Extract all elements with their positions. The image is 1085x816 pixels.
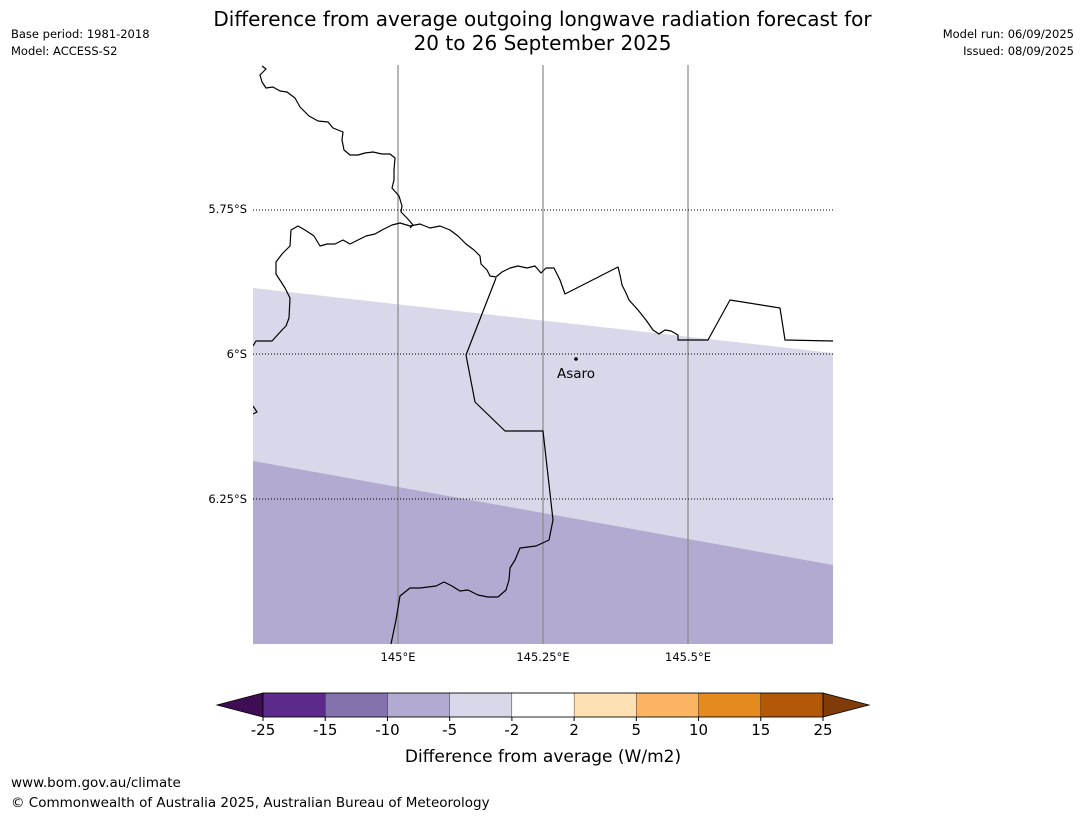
boundary-central bbox=[253, 222, 833, 347]
colorbar-segment bbox=[698, 692, 761, 718]
lon-label: 145.5°E bbox=[665, 650, 711, 664]
title-line-2: 20 to 26 September 2025 bbox=[413, 31, 672, 55]
base-period-text: Base period: 1981-2018 bbox=[11, 27, 150, 41]
place-marker bbox=[574, 357, 578, 361]
model-run-text: Model run: 06/09/2025 bbox=[942, 27, 1074, 41]
colorbar-tick-label: 2 bbox=[569, 721, 579, 739]
colorbar-frame bbox=[262, 692, 824, 718]
map-title: Difference from average outgoing longwav… bbox=[0, 7, 1085, 55]
footer-copyright: © Commonwealth of Australia 2025, Austra… bbox=[11, 795, 490, 811]
lon-label: 145°E bbox=[381, 650, 416, 664]
footer-url: www.bom.gov.au/climate bbox=[11, 775, 181, 791]
colorbar-tick-label: -15 bbox=[313, 721, 338, 739]
colorbar-tick-label: 15 bbox=[751, 721, 770, 739]
colorbar-label: Difference from average (W/m2) bbox=[405, 747, 681, 767]
colorbar-segment bbox=[262, 692, 326, 718]
lat-label: 6.25°S bbox=[208, 492, 247, 506]
colorbar: -25 -15 -10 -5 -2 2 5 10 15 25 bbox=[215, 692, 871, 739]
colorbar-tick-label: 10 bbox=[689, 721, 708, 739]
map-area: Asaro bbox=[253, 65, 833, 644]
colorbar-low-extend-arrow bbox=[215, 692, 264, 718]
boundaries bbox=[253, 65, 833, 644]
place-label: Asaro bbox=[557, 366, 595, 382]
colorbar-tick-label: 5 bbox=[632, 721, 642, 739]
metadata-left: Base period: 1981-2018 Model: ACCESS-S2 bbox=[11, 26, 150, 60]
boundary-south-west bbox=[390, 277, 554, 644]
colorbar-high-extend-arrow bbox=[822, 692, 871, 718]
model-text: Model: ACCESS-S2 bbox=[11, 44, 118, 58]
lat-label: 5.75°S bbox=[208, 202, 247, 216]
colorbar-segment bbox=[636, 692, 699, 718]
boundary-west-fragment bbox=[253, 405, 258, 415]
colorbar-segment bbox=[511, 692, 575, 718]
title-line-1: Difference from average outgoing longwav… bbox=[213, 7, 872, 31]
colorbar-tick-label: -5 bbox=[442, 721, 457, 739]
colorbar-segment bbox=[387, 692, 450, 718]
colorbar-tick-label: -25 bbox=[251, 721, 276, 739]
colorbar-segment bbox=[760, 692, 824, 718]
lat-label: 6°S bbox=[227, 347, 247, 361]
colorbar-tick-label: -10 bbox=[375, 721, 400, 739]
colorbar-tick-label: -2 bbox=[504, 721, 519, 739]
issued-text: Issued: 08/09/2025 bbox=[963, 44, 1074, 58]
colorbar-segment bbox=[573, 692, 637, 718]
colorbar-segment bbox=[325, 692, 388, 718]
boundary-north bbox=[259, 65, 414, 229]
metadata-right: Model run: 06/09/2025 Issued: 08/09/2025 bbox=[943, 26, 1074, 60]
colorbar-segment bbox=[449, 692, 513, 718]
lon-label: 145.25°E bbox=[516, 650, 569, 664]
colorbar-tick-label: 25 bbox=[813, 721, 832, 739]
